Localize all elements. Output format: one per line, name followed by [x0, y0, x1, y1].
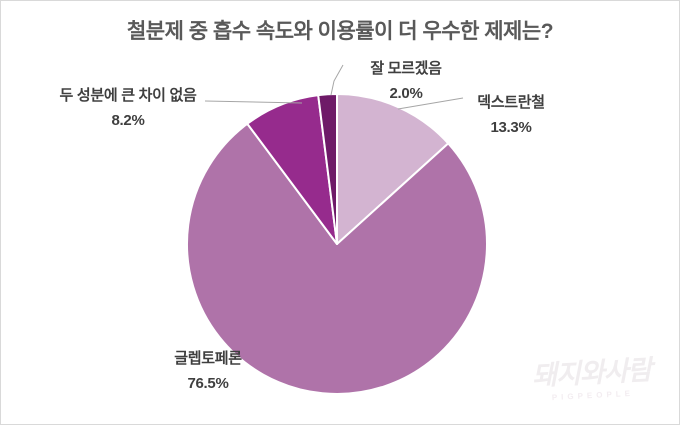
slice-label-name: 두 성분에 큰 차이 없음 [59, 87, 197, 104]
slice-label-gleptoferron: 글렙토페론 76.5% [128, 346, 288, 396]
pie-slices [186, 92, 488, 395]
slice-label-percent: 8.2% [111, 112, 145, 129]
slice-label-name: 잘 모르겠음 [370, 60, 442, 77]
slice-label-percent: 2.0% [389, 85, 423, 102]
slice-label-no-big-difference: 두 성분에 큰 차이 없음 8.2% [38, 83, 218, 133]
pie-slice-gleptoferron [186, 122, 488, 395]
leader-line-no-big-difference [204, 100, 303, 104]
slice-label-dextran-iron: 덱스트란철 13.3% [431, 90, 591, 140]
slice-label-dont-know: 잘 모르겠음 2.0% [326, 56, 486, 106]
leader-line-dextran-iron [397, 97, 464, 110]
slice-label-percent: 76.5% [187, 375, 229, 392]
pie-slice-dont-know [317, 92, 338, 245]
slice-label-name: 덱스트란철 [477, 94, 545, 111]
slice-label-name: 글렙토페론 [174, 350, 242, 367]
slice-label-percent: 13.3% [490, 119, 532, 136]
leader-line-dont-know [330, 64, 344, 96]
pie-slice-dextran-iron [336, 93, 450, 245]
chart-title: 철분제 중 흡수 속도와 이용률이 더 우수한 제제는? [126, 20, 554, 43]
